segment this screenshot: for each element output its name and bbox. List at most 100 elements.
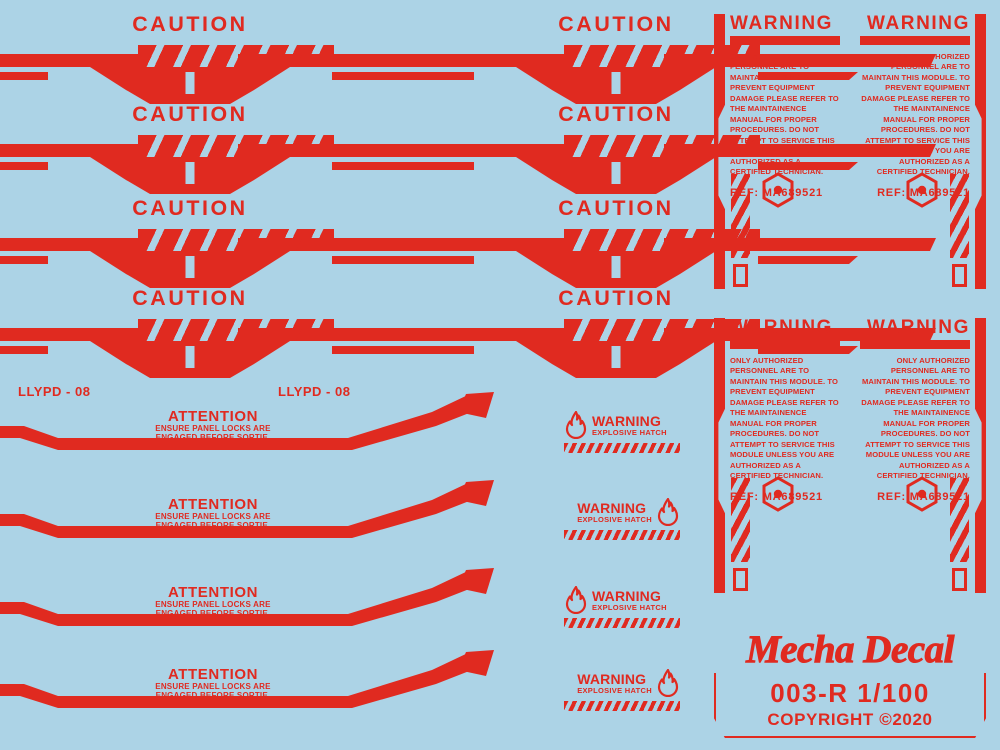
caution-label: CAUTION (558, 197, 674, 220)
caution-label: CAUTION (558, 103, 674, 126)
caution-slot (185, 346, 195, 368)
warning-body: ONLY AUTHORIZED PERSONNEL ARE TO MAINTAI… (861, 356, 970, 481)
explosive-hatch-title: WARNING (592, 412, 662, 429)
hex-bolt-icon (762, 476, 794, 512)
hazard-stripe-icon (731, 174, 750, 258)
caution-rail-left (296, 238, 568, 251)
hazard-stripe-icon (138, 45, 334, 67)
hazard-stripe-icon (564, 45, 760, 67)
hazard-stripe-icon (138, 135, 334, 157)
flame-icon (657, 498, 679, 526)
warning-block: WARNING ONLY AUTHORIZED PERSONNEL ARE TO … (856, 14, 986, 289)
attention-swoosh-tail (228, 392, 494, 450)
hazard-stripe-icon (564, 229, 760, 251)
llypd-label: LLYPD - 08 (278, 384, 351, 399)
hazard-stripe-icon (564, 701, 680, 711)
warning-body: ONLY AUTHORIZED PERSONNEL ARE TO MAINTAI… (730, 52, 839, 177)
warning-block: WARNING ONLY AUTHORIZED PERSONNEL ARE TO … (856, 318, 986, 593)
caution-rail-left (0, 238, 142, 251)
caution-tick-right (758, 72, 858, 80)
hazard-stripe-icon (138, 229, 334, 251)
panel-box-icon (952, 264, 967, 287)
explosive-hatch-row: WARNING EXPLOSIVE HATCH (564, 410, 680, 440)
warning-block: WARNING ONLY AUTHORIZED PERSONNEL ARE TO … (714, 14, 844, 289)
explosive-hatch-label: WARNING EXPLOSIVE HATCH (564, 668, 680, 716)
warning-title: WARNING (730, 317, 834, 338)
warning-rule (860, 340, 970, 349)
explosive-hatch-subtitle: EXPLOSIVE HATCH (592, 427, 667, 437)
flame-icon (565, 411, 587, 439)
warning-text-column: WARNING ONLY AUTHORIZED PERSONNEL ARE TO … (730, 14, 840, 199)
hazard-stripe-icon (564, 319, 760, 341)
warning-spine (975, 318, 986, 593)
explosive-hatch-row: WARNING EXPLOSIVE HATCH (564, 497, 680, 527)
hazard-stripe-icon (564, 443, 680, 453)
caution-rail-left (296, 54, 568, 67)
caution-label: CAUTION (132, 287, 248, 310)
hex-bolt-icon (906, 476, 938, 512)
warning-body: ONLY AUTHORIZED PERSONNEL ARE TO MAINTAI… (861, 52, 970, 177)
caution-tick-right (758, 346, 858, 354)
caution-decal: CAUTION (296, 288, 936, 378)
explosive-hatch-title: WARNING (577, 499, 647, 516)
caution-tick-left (0, 256, 48, 264)
hazard-stripe-icon (731, 478, 750, 562)
explosive-hatch-text: WARNING EXPLOSIVE HATCH (577, 501, 652, 524)
caution-tick-left (0, 72, 48, 80)
hazard-stripe-icon (564, 530, 680, 540)
caution-slot (185, 162, 195, 184)
warning-text-column: WARNING ONLY AUTHORIZED PERSONNEL ARE TO … (730, 318, 840, 503)
explosive-hatch-label: WARNING EXPLOSIVE HATCH (564, 410, 680, 458)
caution-tick-left (374, 256, 474, 264)
warning-title: WARNING (866, 317, 970, 338)
caution-label: CAUTION (558, 13, 674, 36)
caution-slot (185, 72, 195, 94)
hex-bolt-icon (762, 172, 794, 208)
explosive-hatch-title: WARNING (577, 670, 647, 687)
caution-rail-left (0, 144, 142, 157)
warning-title: WARNING (730, 13, 834, 34)
explosive-hatch-subtitle: EXPLOSIVE HATCH (577, 685, 652, 695)
explosive-hatch-subtitle: EXPLOSIVE HATCH (592, 602, 667, 612)
warning-rule (730, 340, 840, 349)
caution-label: CAUTION (558, 287, 674, 310)
panel-box-icon (733, 264, 748, 287)
hazard-stripe-icon (564, 135, 760, 157)
hex-bolt-icon (906, 172, 938, 208)
caution-tick-left (374, 72, 474, 80)
caution-slot (611, 162, 621, 184)
brand-title-mask (708, 623, 992, 673)
caution-rail-left (0, 54, 142, 67)
explosive-hatch-text: WARNING EXPLOSIVE HATCH (577, 672, 652, 695)
attention-swoosh-tail (228, 650, 494, 708)
explosive-hatch-text: WARNING EXPLOSIVE HATCH (592, 589, 667, 612)
caution-decal: CAUTION (296, 14, 936, 104)
explosive-hatch-label: WARNING EXPLOSIVE HATCH (564, 585, 680, 633)
caution-tick-right (758, 162, 858, 170)
attention-stripe: ATTENTION ENSURE PANEL LOCKS ARE ENGAGED B… (0, 650, 520, 750)
caution-slot (611, 256, 621, 278)
caution-tick-right (758, 256, 858, 264)
explosive-hatch-row: WARNING EXPLOSIVE HATCH (564, 668, 680, 698)
warning-spine (714, 14, 725, 289)
explosive-hatch-row: WARNING EXPLOSIVE HATCH (564, 585, 680, 615)
caution-rail-left (296, 328, 568, 341)
caution-slot (611, 346, 621, 368)
caution-decal: CAUTION (296, 104, 936, 194)
warning-block: WARNING ONLY AUTHORIZED PERSONNEL ARE TO … (714, 318, 844, 593)
warning-body: ONLY AUTHORIZED PERSONNEL ARE TO MAINTAI… (730, 356, 839, 481)
flame-icon (657, 669, 679, 697)
panel-box-icon (952, 568, 967, 591)
caution-label: CAUTION (132, 103, 248, 126)
warning-title: WARNING (866, 13, 970, 34)
llypd-label: LLYPD - 08 (18, 384, 91, 399)
caution-rail-left (0, 328, 142, 341)
caution-tick-left (374, 346, 474, 354)
attention-stripe: ATTENTION ENSURE PANEL LOCKS ARE ENGAGED B… (0, 392, 520, 492)
explosive-hatch-text: WARNING EXPLOSIVE HATCH (592, 414, 667, 437)
attention-stripe: ATTENTION ENSURE PANEL LOCKS ARE ENGAGED B… (0, 480, 520, 580)
caution-label: CAUTION (132, 197, 248, 220)
attention-swoosh-tail (228, 568, 494, 626)
flame-icon (565, 586, 587, 614)
warning-text-column: WARNING ONLY AUTHORIZED PERSONNEL ARE TO … (860, 318, 970, 503)
